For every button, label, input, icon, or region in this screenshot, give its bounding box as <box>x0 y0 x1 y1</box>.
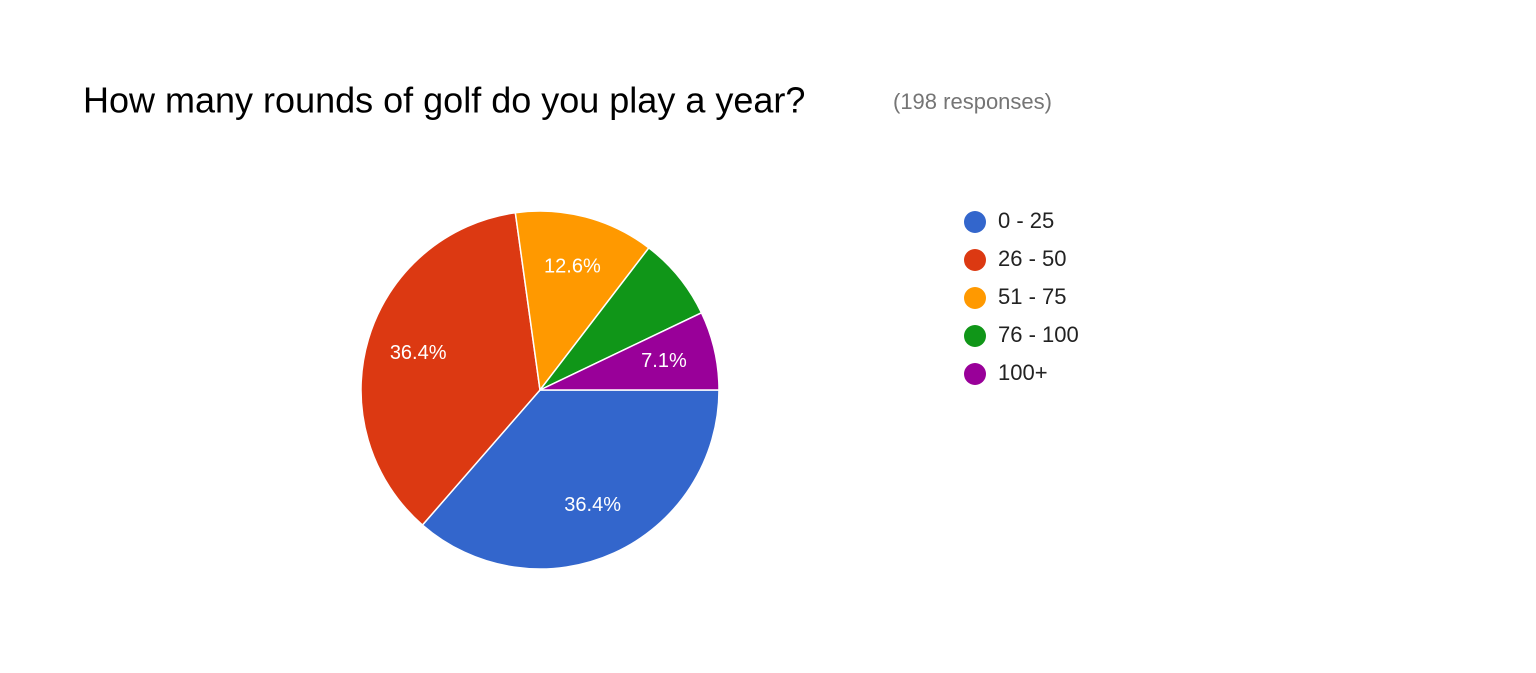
legend-label: 26 - 50 <box>998 246 1067 271</box>
legend-label: 100+ <box>998 360 1048 385</box>
legend-marker <box>964 249 986 271</box>
legend-marker <box>964 363 986 385</box>
data-label: 36.4% <box>390 342 447 364</box>
data-label: 7.1% <box>641 350 687 372</box>
data-label: 12.6% <box>544 255 601 277</box>
chart-title: How many rounds of golf do you play a ye… <box>83 80 805 121</box>
pie-slice <box>360 211 541 527</box>
legend-marker <box>964 325 986 347</box>
pie-slice <box>539 311 720 391</box>
legend-label: 76 - 100 <box>998 322 1079 347</box>
pie-slice <box>421 389 720 570</box>
legend-marker <box>964 287 986 309</box>
legend-label: 51 - 75 <box>998 284 1067 309</box>
chart-subtitle: (198 responses) <box>893 89 1052 114</box>
legend-marker <box>964 211 986 233</box>
data-label: 36.4% <box>564 494 621 516</box>
pie-slice <box>514 210 650 392</box>
legend-label: 0 - 25 <box>998 208 1054 233</box>
